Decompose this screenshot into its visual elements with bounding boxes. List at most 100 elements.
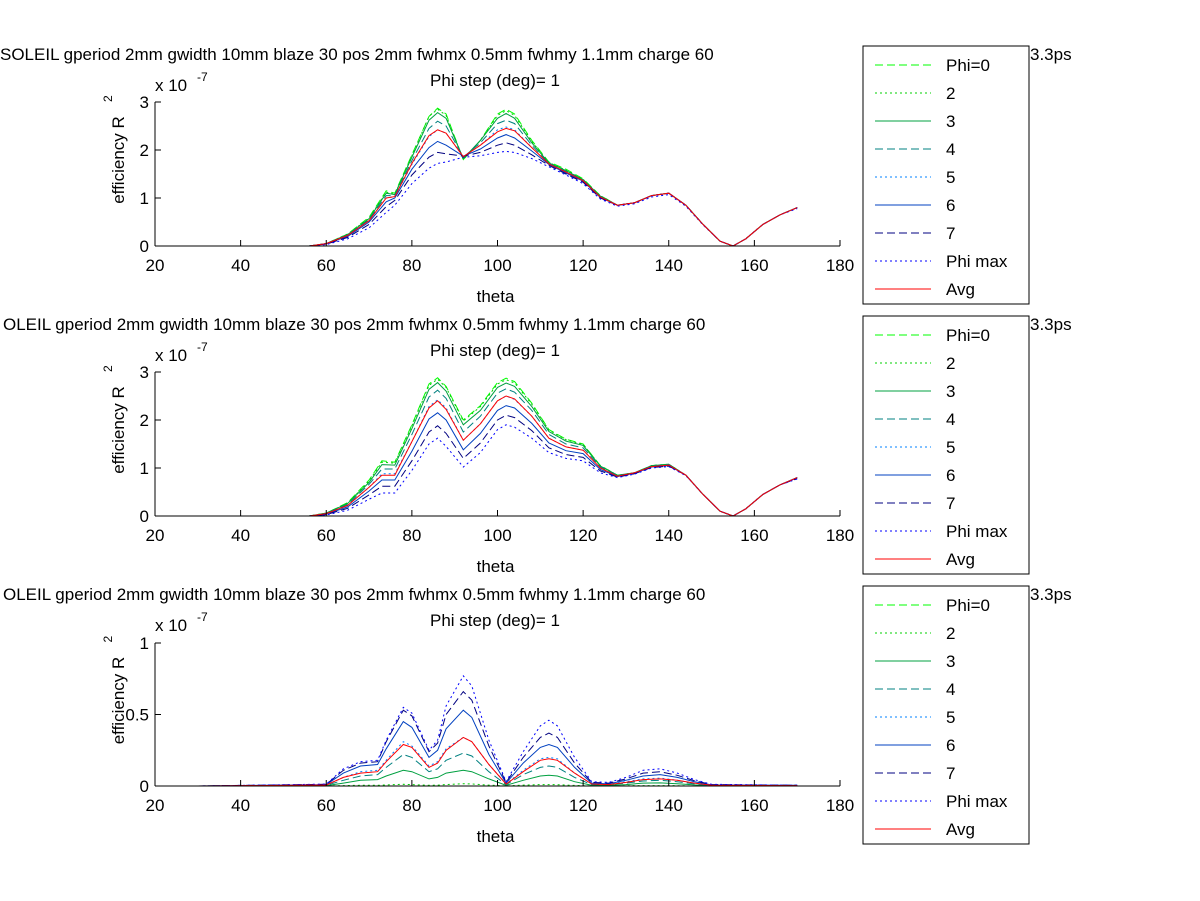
series-line-9 xyxy=(197,736,798,787)
legend-label: 4 xyxy=(946,680,955,699)
y-tick-label: 0 xyxy=(140,507,149,526)
y-tick-label: 0.5 xyxy=(125,706,149,725)
legend-label: 2 xyxy=(946,84,955,103)
legend-label: 2 xyxy=(946,624,955,643)
legend-label: 3 xyxy=(946,112,955,131)
legend: Phi=0 2 3 4 5 6 7 Phi max Avg xyxy=(862,45,1030,305)
series-line-7 xyxy=(197,690,798,787)
legend-label: Phi=0 xyxy=(946,596,990,615)
x-tick-label: 60 xyxy=(317,796,336,815)
series-lines xyxy=(197,675,798,787)
y-axis-label-exponent: 2 xyxy=(101,365,115,372)
x-tick-label: 180 xyxy=(826,256,854,275)
x-tick-label: 80 xyxy=(402,256,421,275)
x-tick-label: 140 xyxy=(655,526,683,545)
x-axis-label: theta xyxy=(477,557,515,576)
x-tick-label: 120 xyxy=(569,256,597,275)
chart-subtitle: Phi step (deg)= 1 xyxy=(430,611,560,630)
series-line-4 xyxy=(197,388,798,517)
y-tick-label: 1 xyxy=(140,634,149,653)
x-tick-label: 40 xyxy=(231,526,250,545)
legend-box xyxy=(862,315,1030,575)
chart-subtitle: Phi step (deg)= 1 xyxy=(430,71,560,90)
y-tick-label: 2 xyxy=(140,411,149,430)
legend-label: Phi=0 xyxy=(946,326,990,345)
y-tick-label: 2 xyxy=(140,141,149,160)
chart-title-tail: 3.3ps xyxy=(1030,585,1072,604)
y-tick-label: 3 xyxy=(140,363,149,382)
series-line-8 xyxy=(197,150,798,247)
x-tick-label: 40 xyxy=(231,256,250,275)
x-tick-label: 100 xyxy=(483,526,511,545)
chart-title: SOLEIL gperiod 2mm gwidth 10mm blaze 30 … xyxy=(0,45,714,64)
series-lines xyxy=(197,377,798,517)
legend-label: 7 xyxy=(946,494,955,513)
legend-label: 5 xyxy=(946,708,955,727)
legend-label: 7 xyxy=(946,764,955,783)
legend-label: 3 xyxy=(946,652,955,671)
x-tick-label: 80 xyxy=(402,526,421,545)
x-tick-label: 180 xyxy=(826,526,854,545)
legend: Phi=0 2 3 4 5 6 7 Phi max Avg xyxy=(862,585,1030,845)
chart-title: OLEIL gperiod 2mm gwidth 10mm blaze 30 p… xyxy=(3,585,705,604)
x-tick-label: 60 xyxy=(317,526,336,545)
legend-label: Avg xyxy=(946,280,975,299)
y-scale-exponent: -7 xyxy=(197,70,208,84)
legend-label: 5 xyxy=(946,168,955,187)
x-axis-label: theta xyxy=(477,827,515,846)
series-line-9 xyxy=(197,395,798,517)
x-tick-label: 120 xyxy=(569,796,597,815)
y-scale-factor: x 10 xyxy=(155,616,187,635)
series-line-9 xyxy=(197,127,798,247)
x-tick-label: 60 xyxy=(317,256,336,275)
legend-label: Phi=0 xyxy=(946,56,990,75)
series-line-3 xyxy=(197,381,798,517)
series-line-3 xyxy=(197,111,798,247)
x-tick-label: 160 xyxy=(740,256,768,275)
x-tick-label: 20 xyxy=(146,796,165,815)
y-tick-label: 0 xyxy=(140,777,149,796)
x-axis-label: theta xyxy=(477,287,515,306)
x-tick-label: 180 xyxy=(826,796,854,815)
x-tick-label: 100 xyxy=(483,796,511,815)
subplot-1: 20 40 60 80 100 120 140 160 180 0 1 2 3 x 10 -7 SOLEIL … xyxy=(0,45,1072,306)
x-tick-label: 160 xyxy=(740,796,768,815)
y-axis-label: efficiency R xyxy=(109,386,128,474)
legend-label: 2 xyxy=(946,354,955,373)
y-tick-label: 3 xyxy=(140,93,149,112)
x-tick-label: 100 xyxy=(483,256,511,275)
legend-label: 3 xyxy=(946,382,955,401)
legend-label: 6 xyxy=(946,466,955,485)
legend-label: Avg xyxy=(946,550,975,569)
chart-title: OLEIL gperiod 2mm gwidth 10mm blaze 30 p… xyxy=(3,315,705,334)
x-tick-label: 80 xyxy=(402,796,421,815)
legend-label: Phi max xyxy=(946,792,1008,811)
subplot-2: 20 40 60 80 100 120 140 160 180 0 1 2 3 x 10 -7 OLEIL g… xyxy=(3,315,1072,576)
legend-label: 6 xyxy=(946,196,955,215)
series-line-2 xyxy=(197,378,798,517)
x-tick-label: 140 xyxy=(655,256,683,275)
x-tick-label: 140 xyxy=(655,796,683,815)
y-axis-label-exponent: 2 xyxy=(101,636,115,643)
legend-label: Avg xyxy=(946,820,975,839)
chart-title-tail: 3.3ps xyxy=(1030,45,1072,64)
series-line-1 xyxy=(197,377,798,517)
y-axis-label: efficiency R xyxy=(109,657,128,745)
legend-label: 4 xyxy=(946,410,955,429)
subplot-3: 20 40 60 80 100 120 140 160 180 0 0.5 1 x 10 -7 OLEIL … xyxy=(3,585,1072,846)
x-tick-label: 120 xyxy=(569,526,597,545)
series-line-7 xyxy=(197,142,798,247)
x-tick-label: 160 xyxy=(740,526,768,545)
series-line-4 xyxy=(197,119,798,247)
legend-label: 6 xyxy=(946,736,955,755)
series-line-6 xyxy=(197,405,798,517)
y-scale-exponent: -7 xyxy=(197,340,208,354)
series-lines xyxy=(197,107,798,247)
x-tick-label: 20 xyxy=(146,526,165,545)
chart-title-tail: 3.3ps xyxy=(1030,315,1072,334)
legend-label: 5 xyxy=(946,438,955,457)
y-tick-label: 0 xyxy=(140,237,149,256)
series-line-8 xyxy=(197,424,798,517)
y-scale-exponent: -7 xyxy=(197,610,208,624)
series-line-6 xyxy=(197,709,798,787)
